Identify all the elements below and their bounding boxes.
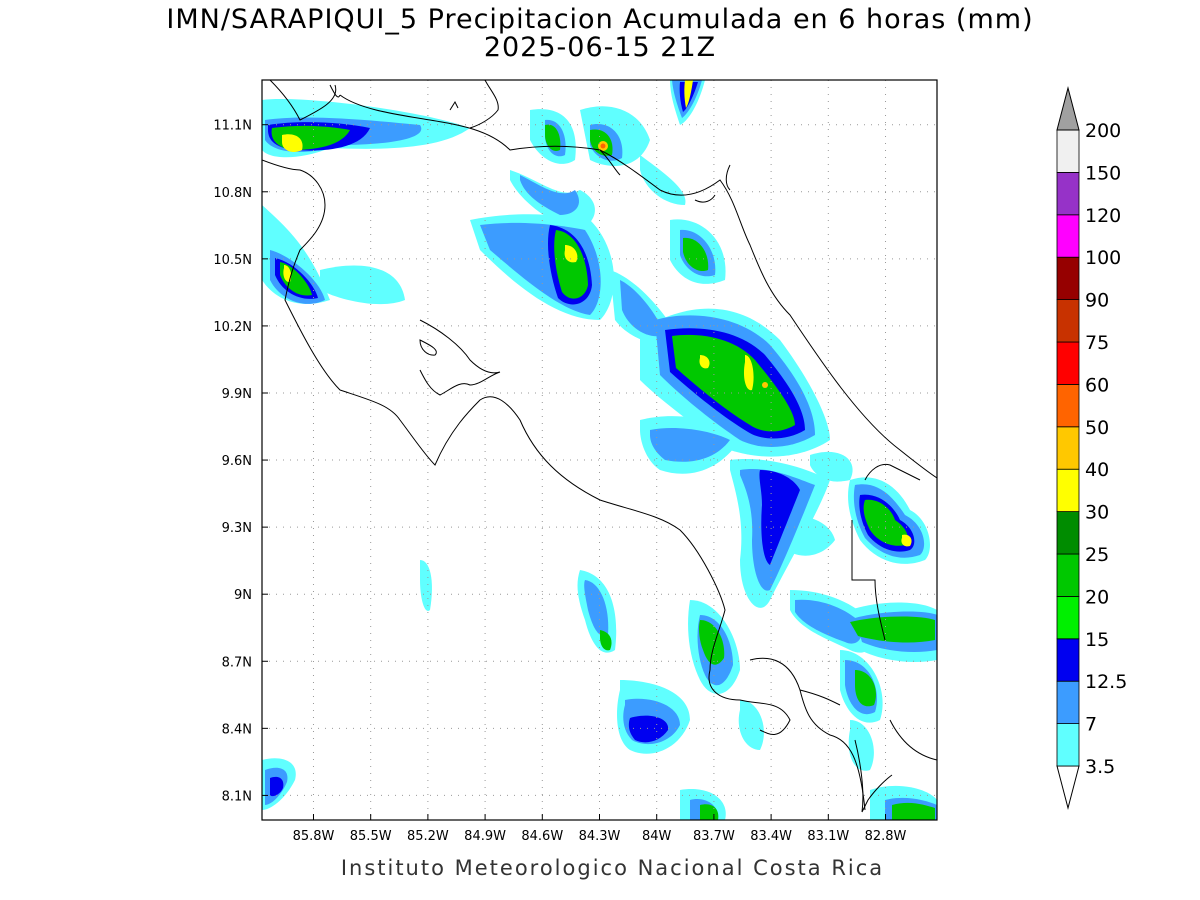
colorbar-label: 100 — [1085, 247, 1121, 269]
colorbar-swatch — [1056, 383, 1080, 428]
colorbar-label: 15 — [1085, 629, 1109, 651]
lon-tick-label: 84.6W — [521, 829, 563, 844]
lat-tick-label: 8.4N — [222, 722, 252, 737]
colorbar-label: 40 — [1085, 459, 1109, 481]
lon-tick-label: 84.9W — [464, 829, 506, 844]
colorbar-label: 7 — [1085, 714, 1097, 736]
colorbar-swatch — [1056, 214, 1080, 258]
lon-tick-label: 83.4W — [750, 829, 792, 844]
latitude-labels: 11.1N 10.8N 10.5N 10.2N 9.9N 9.6N 9.3N 9N 8.7N 8.… — [213, 119, 268, 804]
colorbar-swatch — [1056, 171, 1080, 216]
lon-tick-label: 84.3W — [579, 829, 621, 844]
colorbar-label: 200 — [1085, 120, 1121, 142]
grid-lines — [262, 80, 937, 820]
colorbar-label: 20 — [1085, 586, 1109, 608]
colorbar-swatch — [1056, 638, 1080, 682]
colorbar-swatch — [1056, 596, 1080, 640]
colorbar-label: 25 — [1085, 544, 1109, 566]
precip-band-40 — [598, 141, 768, 388]
colorbar-label: 12.5 — [1085, 671, 1127, 693]
lon-tick-label: 85.5W — [350, 829, 392, 844]
lat-tick-label: 11.1N — [213, 119, 252, 134]
lat-tick-label: 10.5N — [213, 253, 252, 268]
colorbar-swatch — [1056, 723, 1080, 767]
lat-tick-label: 9N — [234, 588, 252, 603]
colorbar-swatch — [1056, 256, 1080, 301]
colorbar-swatch — [1056, 511, 1080, 555]
colorbar-max-triangle — [1056, 86, 1080, 131]
colorbar-label: 50 — [1085, 417, 1109, 439]
lat-tick-label: 10.2N — [213, 320, 252, 335]
map-title: IMN/SARAPIQUI_5 Precipitacion Acumulada … — [166, 4, 1034, 35]
lat-tick-label: 9.3N — [222, 521, 252, 536]
colorbar-swatch — [1056, 468, 1080, 513]
colorbar-label: 3.5 — [1085, 756, 1115, 778]
colorbar-swatch — [1056, 426, 1080, 470]
lon-tick-label: 83.1W — [807, 829, 849, 844]
colorbar-label: 90 — [1085, 290, 1109, 312]
colorbar: 3.5 7 12.5 15 20 25 30 40 50 60 75 90 100 120 150 200 — [1056, 86, 1127, 810]
lon-tick-label: 85.2W — [407, 829, 449, 844]
lon-tick-label: 83.7W — [693, 829, 735, 844]
precipitation-field — [262, 80, 937, 820]
colorbar-label: 150 — [1085, 162, 1121, 184]
colorbar-swatch — [1056, 299, 1080, 343]
map-timestamp: 2025-06-15 21Z — [483, 32, 717, 63]
lon-tick-label: 84W — [642, 829, 672, 844]
precip-band-3.5 — [262, 80, 937, 820]
precip-band-7 — [265, 80, 937, 820]
colorbar-swatch — [1056, 129, 1080, 173]
coastlines — [262, 80, 937, 813]
colorbar-min-triangle — [1056, 765, 1080, 810]
colorbar-swatch — [1056, 680, 1080, 725]
footer-credit: Instituto Meteorologico Nacional Costa R… — [340, 856, 885, 880]
lon-tick-label: 82.8W — [865, 829, 907, 844]
colorbar-swatch — [1056, 341, 1080, 385]
colorbar-label: 60 — [1085, 374, 1109, 396]
lat-tick-label: 8.1N — [222, 789, 252, 804]
precip-band-30 — [282, 80, 912, 547]
lat-tick-label: 9.9N — [222, 387, 252, 402]
colorbar-label: 75 — [1085, 332, 1109, 354]
longitude-labels: 85.8W 85.5W 85.2W 84.9W 84.6W 84.3W 84W 83.7W 83… — [293, 814, 907, 844]
colorbar-label: 30 — [1085, 502, 1109, 524]
lon-tick-label: 85.8W — [293, 829, 335, 844]
colorbar-label: 120 — [1085, 205, 1121, 227]
lat-tick-label: 10.8N — [213, 186, 252, 201]
colorbar-swatch — [1056, 553, 1080, 597]
lat-tick-label: 9.6N — [222, 454, 252, 469]
lat-tick-label: 8.7N — [222, 655, 252, 670]
plot-frame — [261, 79, 938, 821]
